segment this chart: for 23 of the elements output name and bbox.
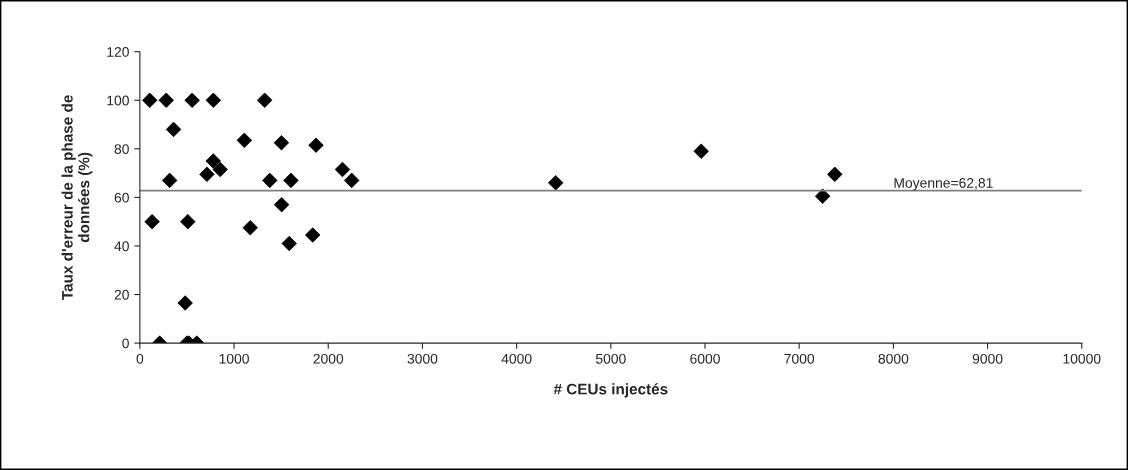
x-tick-label: 9000 bbox=[972, 353, 1003, 364]
x-tick-label: 5000 bbox=[595, 353, 626, 364]
x-tick-label: 4000 bbox=[501, 353, 532, 364]
x-tick-label: 3000 bbox=[407, 353, 438, 364]
ref-line-label: Moyenne=62,81 bbox=[894, 178, 993, 191]
y-tick-label: 120 bbox=[107, 47, 129, 57]
y-axis-title: Taux d'erreur de la phase de données (%) bbox=[61, 95, 93, 300]
y-tick-label: 80 bbox=[114, 144, 129, 154]
y-tick-label: 100 bbox=[107, 95, 129, 106]
y-tick-label: 60 bbox=[114, 192, 129, 203]
point bbox=[177, 295, 193, 311]
x-tick-label: 0 bbox=[136, 353, 144, 364]
point bbox=[165, 121, 182, 138]
x-tick-label: 1000 bbox=[219, 353, 249, 364]
y-tick-label: 20 bbox=[114, 289, 129, 300]
x-tick-label: 6000 bbox=[690, 353, 720, 364]
x-axis-title: # CEUs injectés bbox=[553, 383, 668, 398]
x-tick-label: 2000 bbox=[313, 353, 344, 364]
x-tick-label: 7000 bbox=[784, 353, 815, 364]
x-tick-label: 10000 bbox=[1063, 353, 1101, 364]
y-tick-label: 0 bbox=[122, 338, 129, 349]
y-tick-label: 40 bbox=[114, 241, 129, 252]
x-tick-label: 8000 bbox=[878, 353, 909, 364]
